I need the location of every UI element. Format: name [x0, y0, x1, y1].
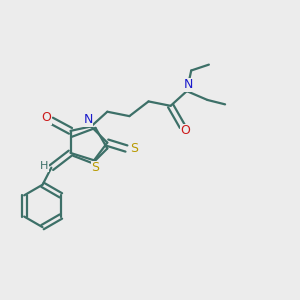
- Text: S: S: [130, 142, 138, 155]
- Text: N: N: [83, 113, 93, 127]
- Text: O: O: [180, 124, 190, 137]
- Text: O: O: [41, 111, 51, 124]
- Text: N: N: [184, 78, 193, 91]
- Text: S: S: [92, 161, 100, 174]
- Text: H: H: [40, 161, 48, 171]
